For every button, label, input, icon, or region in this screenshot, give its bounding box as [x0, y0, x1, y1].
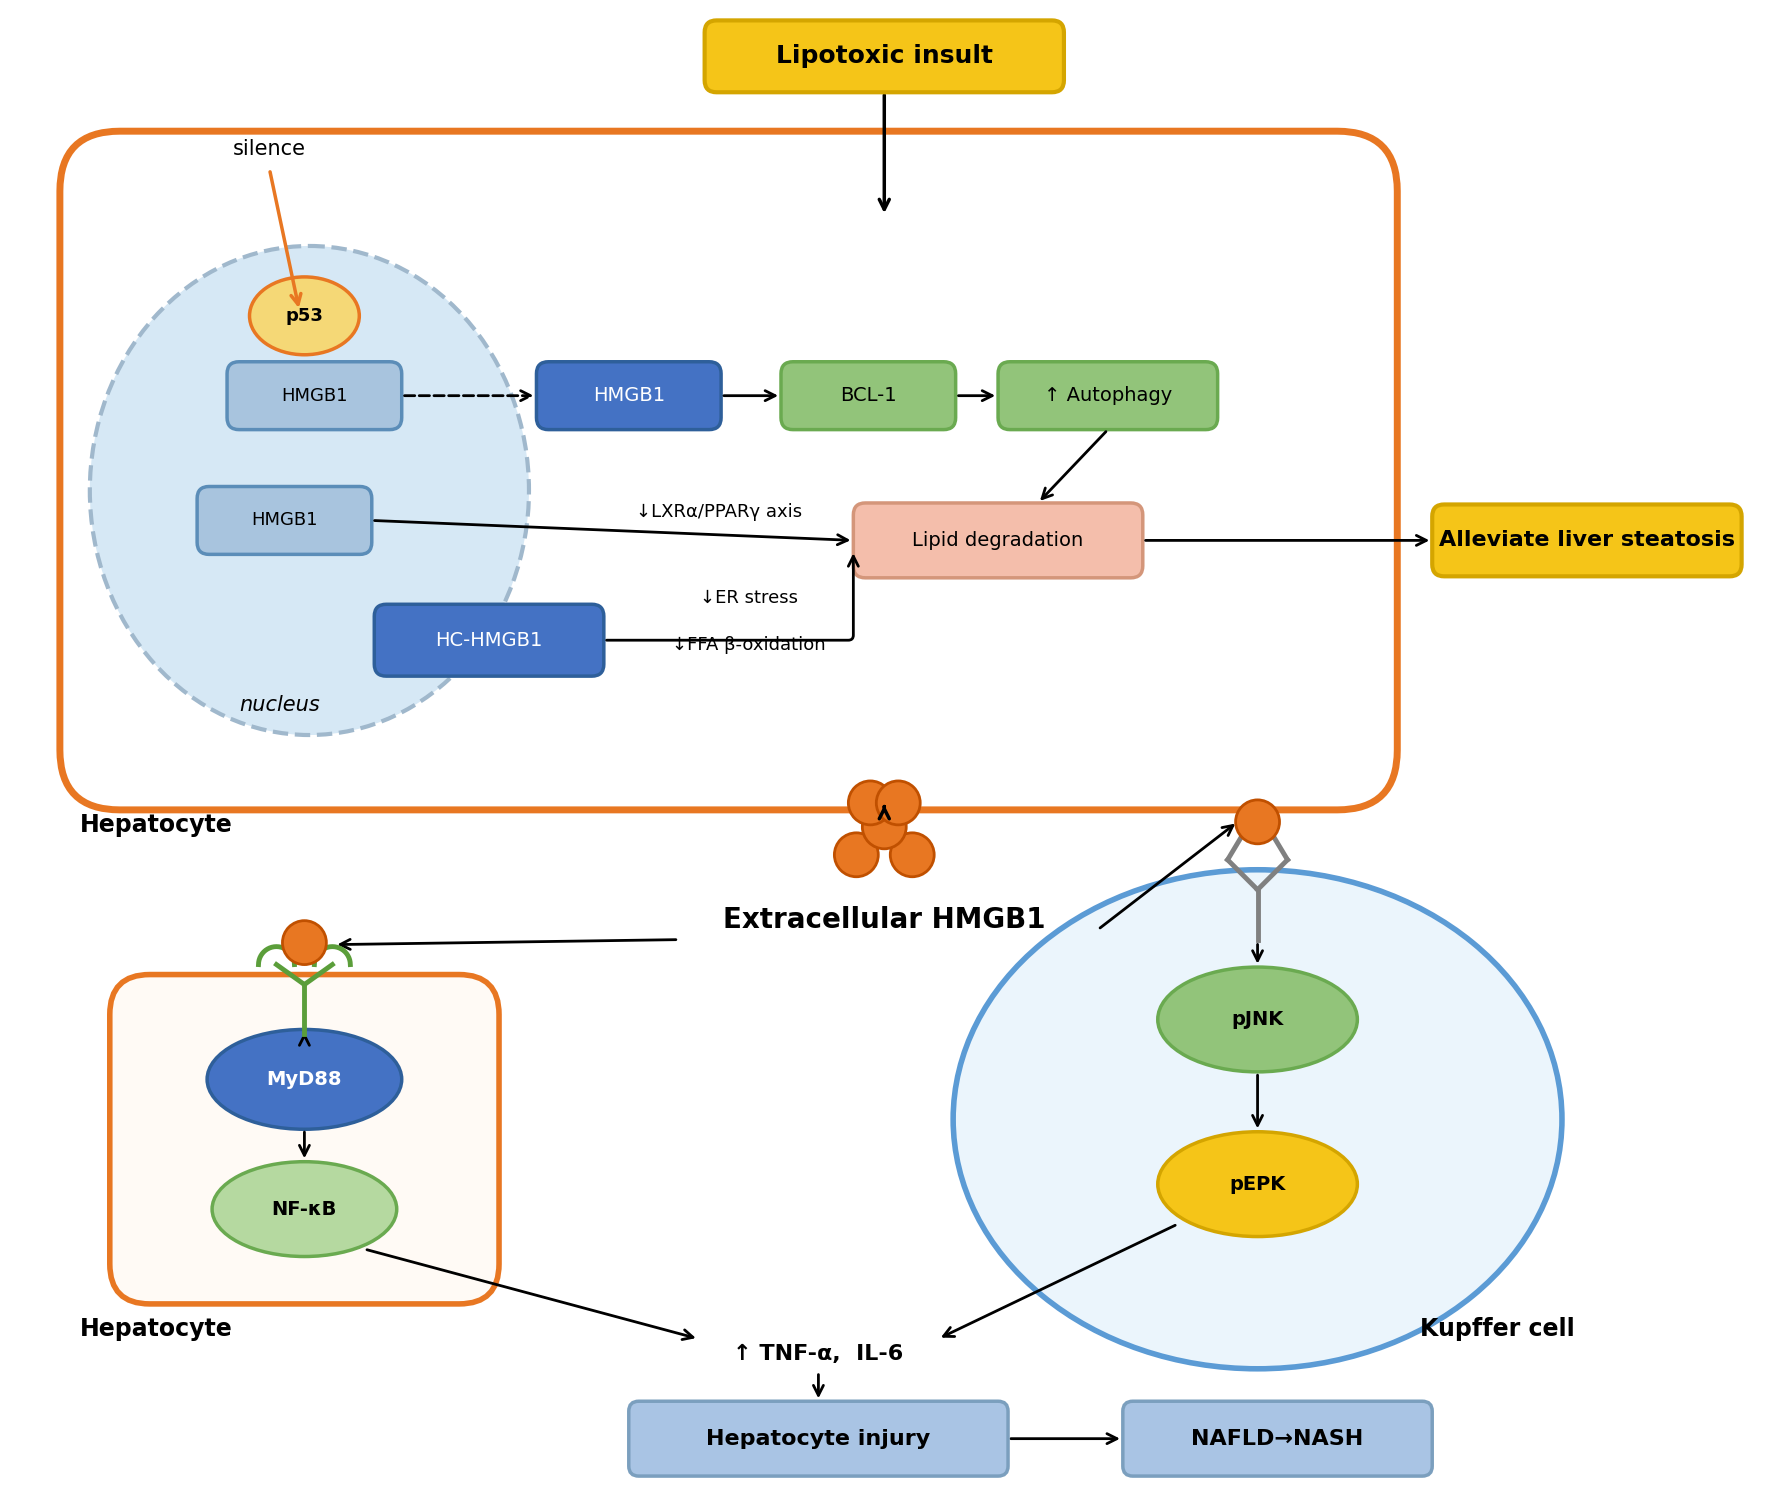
- Text: silence: silence: [232, 139, 307, 160]
- Circle shape: [835, 833, 879, 877]
- Circle shape: [877, 780, 920, 825]
- FancyBboxPatch shape: [374, 604, 604, 676]
- Text: Hepatocyte: Hepatocyte: [80, 813, 232, 837]
- Text: HMGB1: HMGB1: [282, 386, 347, 404]
- Circle shape: [863, 804, 905, 849]
- FancyBboxPatch shape: [110, 974, 500, 1304]
- Circle shape: [890, 833, 934, 877]
- Text: Kupffer cell: Kupffer cell: [1419, 1317, 1575, 1341]
- FancyBboxPatch shape: [1432, 504, 1742, 576]
- Ellipse shape: [250, 278, 360, 355]
- Ellipse shape: [1157, 967, 1357, 1071]
- Text: ↑ TNF-α,  IL-6: ↑ TNF-α, IL-6: [734, 1344, 904, 1364]
- Ellipse shape: [213, 1162, 397, 1256]
- Text: BCL-1: BCL-1: [840, 386, 897, 406]
- Text: pEPK: pEPK: [1230, 1174, 1286, 1194]
- Text: ↓ER stress: ↓ER stress: [700, 589, 797, 607]
- Text: HC-HMGB1: HC-HMGB1: [436, 631, 542, 649]
- Text: Hepatocyte injury: Hepatocyte injury: [707, 1429, 930, 1449]
- Ellipse shape: [207, 1029, 402, 1129]
- FancyBboxPatch shape: [537, 361, 721, 430]
- Text: Extracellular HMGB1: Extracellular HMGB1: [723, 906, 1045, 934]
- Text: NF-κB: NF-κB: [271, 1200, 337, 1219]
- FancyBboxPatch shape: [854, 503, 1143, 577]
- Circle shape: [282, 921, 326, 964]
- Text: pJNK: pJNK: [1232, 1010, 1283, 1029]
- Ellipse shape: [953, 870, 1561, 1368]
- FancyBboxPatch shape: [227, 361, 402, 430]
- FancyBboxPatch shape: [705, 21, 1063, 93]
- Text: MyD88: MyD88: [266, 1070, 342, 1089]
- Text: HMGB1: HMGB1: [592, 386, 664, 406]
- FancyBboxPatch shape: [197, 486, 372, 555]
- FancyBboxPatch shape: [60, 131, 1398, 810]
- Text: ↓FFA β-oxidation: ↓FFA β-oxidation: [672, 636, 826, 653]
- Text: ↑ Autophagy: ↑ Autophagy: [1044, 386, 1171, 406]
- Circle shape: [1235, 800, 1279, 844]
- Text: p53: p53: [285, 307, 323, 325]
- Text: nucleus: nucleus: [239, 695, 319, 715]
- FancyBboxPatch shape: [629, 1401, 1008, 1476]
- Text: ↓LXRα/PPARγ axis: ↓LXRα/PPARγ axis: [636, 503, 801, 521]
- Text: HMGB1: HMGB1: [252, 512, 317, 530]
- Ellipse shape: [90, 246, 530, 736]
- Text: Lipotoxic insult: Lipotoxic insult: [776, 45, 992, 69]
- Text: NAFLD→NASH: NAFLD→NASH: [1191, 1429, 1364, 1449]
- Ellipse shape: [1157, 1132, 1357, 1237]
- Text: Lipid degradation: Lipid degradation: [913, 531, 1084, 551]
- FancyBboxPatch shape: [781, 361, 955, 430]
- Text: Hepatocyte: Hepatocyte: [80, 1317, 232, 1341]
- Circle shape: [849, 780, 893, 825]
- Text: Alleviate liver steatosis: Alleviate liver steatosis: [1439, 530, 1735, 551]
- FancyBboxPatch shape: [1123, 1401, 1432, 1476]
- FancyBboxPatch shape: [998, 361, 1217, 430]
